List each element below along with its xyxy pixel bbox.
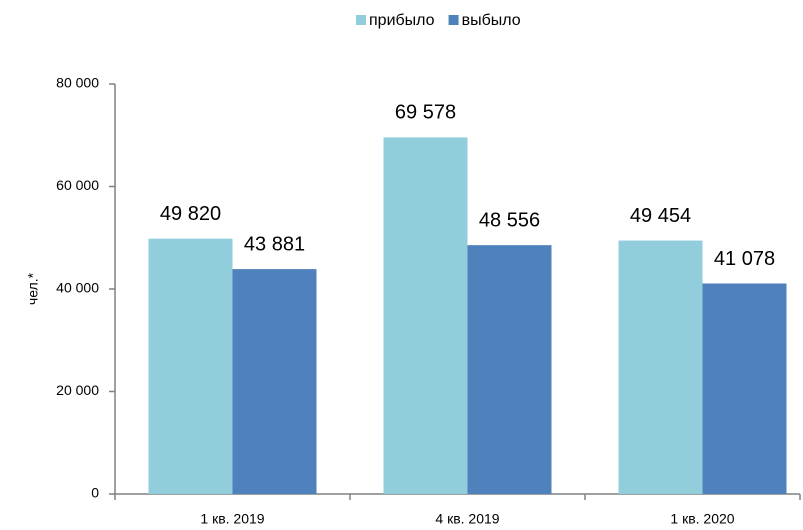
y-axis-label: чел.* — [25, 272, 41, 305]
y-tick-label: 20 000 — [56, 382, 99, 398]
bar — [702, 283, 787, 494]
y-tick-label: 0 — [91, 485, 99, 501]
legend-swatch — [356, 15, 366, 25]
data-label: 69 578 — [395, 102, 456, 124]
bar — [148, 238, 233, 494]
y-tick-label: 60 000 — [56, 177, 99, 193]
x-tick-label: 4 кв. 2019 — [435, 511, 499, 527]
data-label: 41 078 — [714, 248, 775, 270]
data-label: 48 556 — [479, 209, 540, 231]
y-tick-label: 40 000 — [56, 280, 99, 296]
data-label: 43 881 — [244, 233, 305, 255]
bar — [618, 240, 703, 494]
x-tick-label: 1 кв. 2019 — [200, 511, 264, 527]
legend-label: выбыло — [462, 12, 521, 29]
bar — [232, 269, 317, 494]
data-label: 49 454 — [630, 205, 691, 227]
legend-swatch — [448, 15, 459, 25]
bar — [383, 137, 468, 494]
data-label: 49 820 — [160, 203, 221, 225]
bar — [467, 245, 552, 494]
legend-label: прибыло — [369, 12, 435, 29]
x-tick-label: 1 кв. 2020 — [670, 511, 734, 527]
y-tick-label: 80 000 — [56, 75, 99, 91]
